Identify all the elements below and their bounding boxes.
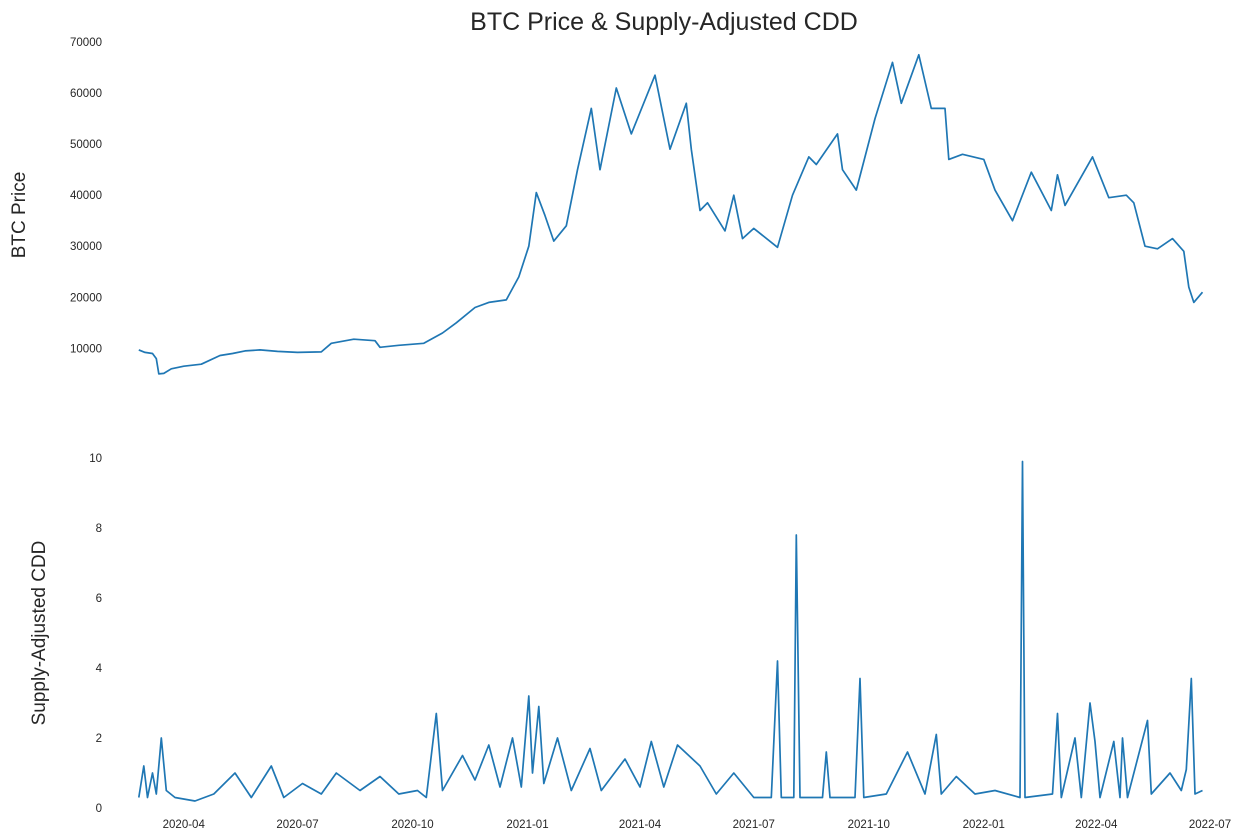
price-y-tick-label: 20000 bbox=[70, 292, 102, 304]
x-tick-label: 2020-04 bbox=[163, 819, 206, 831]
x-tick-label: 2021-04 bbox=[619, 819, 662, 831]
x-tick-label: 2020-07 bbox=[276, 819, 318, 831]
price-y-ticks: 10000 20000 30000 40000 50000 60000 70000 bbox=[70, 37, 102, 355]
chart-title: BTC Price & Supply-Adjusted CDD bbox=[470, 8, 858, 36]
cdd-y-tick-label: 8 bbox=[96, 523, 102, 535]
x-tick-label: 2021-10 bbox=[848, 819, 890, 831]
cdd-y-ticks: 0 2 4 6 8 10 bbox=[89, 453, 102, 815]
x-ticks: 2020-04 2020-07 2020-10 2021-01 2021-04 2021-… bbox=[163, 819, 1231, 831]
x-tick-label: 2022-07 bbox=[1189, 819, 1231, 831]
price-y-tick-label: 50000 bbox=[70, 139, 102, 151]
cdd-y-axis-label: Supply-Adjusted CDD bbox=[29, 541, 50, 726]
x-tick-label: 2021-01 bbox=[506, 819, 548, 831]
cdd-y-tick-label: 2 bbox=[96, 733, 102, 745]
price-y-tick-label: 10000 bbox=[70, 343, 102, 355]
x-tick-label: 2022-04 bbox=[1075, 819, 1118, 831]
x-tick-label: 2022-01 bbox=[963, 819, 1005, 831]
cdd-y-tick-label: 0 bbox=[96, 803, 102, 815]
cdd-y-tick-label: 4 bbox=[96, 663, 103, 675]
price-y-tick-label: 70000 bbox=[70, 37, 102, 49]
price-y-tick-label: 40000 bbox=[70, 190, 102, 202]
x-tick-label: 2020-10 bbox=[391, 819, 433, 831]
cdd-y-tick-label: 10 bbox=[89, 453, 102, 465]
cdd-series-line bbox=[137, 460, 1203, 802]
price-panel: BTC Price 10000 20000 30000 40000 50000 60000… bbox=[9, 37, 1204, 375]
price-series-line bbox=[138, 53, 1204, 375]
price-y-tick-label: 30000 bbox=[70, 241, 102, 253]
price-y-axis-label: BTC Price bbox=[9, 172, 30, 259]
x-tick-label: 2021-07 bbox=[733, 819, 775, 831]
price-y-tick-label: 60000 bbox=[70, 88, 102, 100]
cdd-y-tick-label: 6 bbox=[96, 593, 102, 605]
